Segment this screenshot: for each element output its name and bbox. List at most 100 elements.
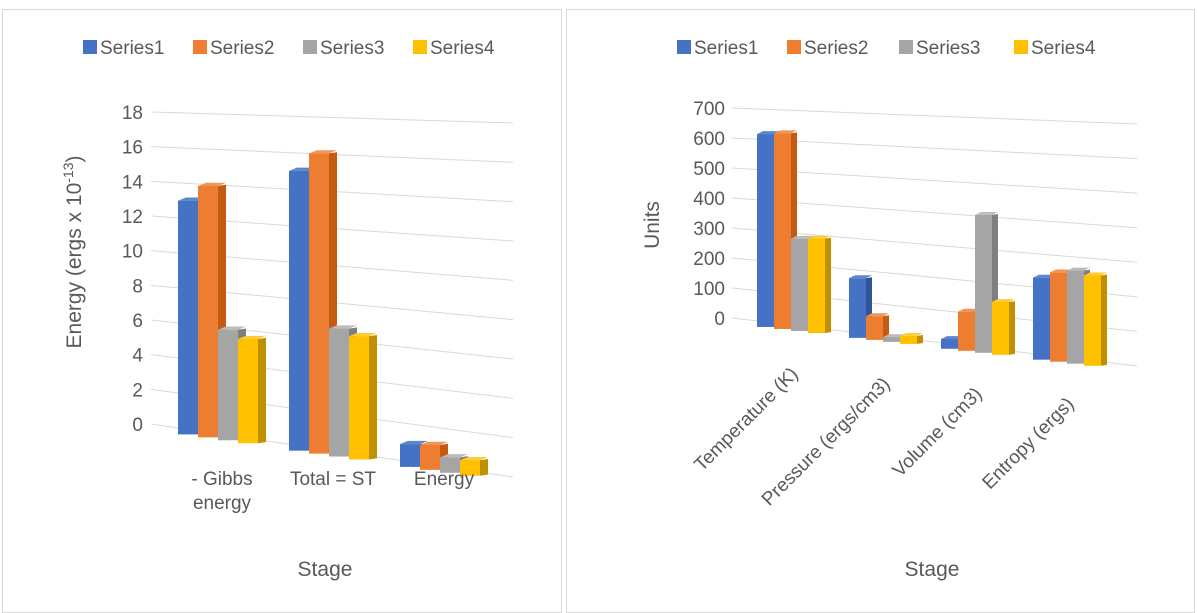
- bar-series4-cat1: [238, 339, 258, 444]
- legend-swatch-series4: [413, 40, 427, 54]
- bar-top: [440, 454, 468, 458]
- y-axis-title-superscript: -13: [60, 162, 76, 182]
- bar-top: [309, 150, 337, 154]
- legend-label-series2: Series2: [210, 38, 274, 59]
- bar-top: [198, 182, 226, 186]
- bar-side: [825, 237, 831, 334]
- y-tick-label: 600: [693, 129, 725, 150]
- bar-top: [349, 333, 377, 337]
- bar-series3-cat1: [218, 329, 238, 441]
- bar-series4-cat2: [900, 335, 917, 344]
- bar-top: [774, 130, 797, 134]
- category-label: energy: [193, 493, 252, 514]
- y-tick-label: 0: [714, 309, 725, 330]
- gridline: [150, 111, 514, 124]
- bar-top: [218, 326, 246, 330]
- category-label: Total = ST: [290, 469, 376, 490]
- bar-series2-cat3: [958, 311, 975, 351]
- bar-series2-cat1: [774, 133, 791, 329]
- bar-top: [400, 440, 428, 445]
- category-labels: - Gibbs energy Total = ST Energy: [191, 469, 474, 514]
- bar-top: [460, 456, 488, 461]
- y-axis-title: Units: [641, 201, 664, 249]
- legend-swatch-series1: [83, 40, 97, 54]
- gridline: [731, 137, 1138, 160]
- legend-swatch-series3: [303, 40, 317, 54]
- bars: [178, 150, 488, 476]
- y-tick-label: 700: [693, 99, 725, 120]
- bar-series3-cat2: [883, 337, 900, 342]
- y-axis-title: Energy (ergs x 10-13): [60, 156, 86, 349]
- gridline: [731, 107, 1138, 125]
- legend-swatch-series4: [1014, 40, 1028, 54]
- bar-side: [917, 335, 923, 344]
- y-tick-label: 8: [132, 276, 143, 297]
- bar-series2-cat1: [198, 185, 218, 438]
- y-tick-label: 16: [122, 138, 143, 159]
- bar-top: [975, 211, 998, 215]
- bar-series1-cat3: [400, 444, 420, 467]
- left-chart-panel: Series1 Series2 Series3 Series4 0 2 4 6 8 10 1…: [2, 9, 562, 613]
- bar-top: [992, 299, 1015, 302]
- category-label: Volume (cm3): [889, 384, 987, 482]
- legend-swatch-series2: [193, 40, 207, 54]
- legend-swatch-series3: [899, 40, 913, 54]
- bar-top: [1084, 272, 1107, 276]
- y-tick-label: 0: [132, 415, 143, 436]
- bar-side: [480, 458, 488, 476]
- legend-label-series1: Series1: [694, 38, 758, 59]
- category-label: Entropy (ergs): [979, 394, 1079, 494]
- bar-side: [369, 335, 377, 460]
- bar-series1-cat1: [757, 134, 774, 327]
- bar-side: [883, 315, 889, 340]
- bar-series3-cat3: [440, 457, 460, 473]
- y-axis-ticks: 0 100 200 300 400 500 600 700: [693, 99, 725, 330]
- bar-series3-cat3: [975, 214, 992, 353]
- legend-label-series1: Series1: [100, 38, 164, 59]
- y-tick-label: 300: [693, 219, 725, 240]
- bar-series1-cat2: [289, 170, 309, 451]
- bar-top: [849, 275, 872, 279]
- bar-series2-cat3: [420, 444, 440, 470]
- category-label: - Gibbs: [191, 469, 252, 490]
- y-tick-label: 200: [693, 249, 725, 270]
- bar-series4-cat4: [1084, 275, 1101, 366]
- y-tick-label: 100: [693, 279, 725, 300]
- bar-series2-cat2: [309, 153, 329, 454]
- legend-swatch-series2: [787, 40, 801, 54]
- bar-side: [1009, 301, 1015, 355]
- bar-series2-cat4: [1050, 272, 1067, 362]
- bar-side: [1101, 274, 1107, 366]
- legend: Series1 Series2 Series3 Series4: [83, 38, 495, 59]
- bar-series4-cat1: [808, 238, 825, 334]
- bar-series3-cat2: [329, 328, 349, 457]
- category-label: Energy: [414, 469, 475, 490]
- gridline: [731, 227, 1138, 263]
- y-tick-label: 14: [122, 172, 144, 193]
- x-axis-title: Stage: [905, 558, 960, 581]
- bar-top: [238, 335, 266, 340]
- y-axis-title-end: ): [63, 156, 86, 163]
- gridline: [731, 167, 1138, 194]
- legend: Series1 Series2 Series3 Series4: [677, 38, 1096, 59]
- y-tick-label: 10: [122, 242, 143, 263]
- legend-label-series4: Series4: [1031, 38, 1096, 59]
- bars: [757, 130, 1107, 366]
- bar-series4-cat3: [460, 460, 480, 476]
- legend-label-series4: Series4: [430, 38, 495, 59]
- right-chart-panel: Series1 Series2 Series3 Series4 0 100 200 3…: [566, 9, 1195, 613]
- x-axis-title: Stage: [298, 558, 353, 581]
- bar-series4-cat3: [992, 301, 1009, 355]
- category-label: Temperature (K): [691, 364, 803, 476]
- y-tick-label: 2: [132, 380, 143, 401]
- legend-swatch-series1: [677, 40, 691, 54]
- bar-top: [808, 235, 831, 239]
- bar-series1-cat4: [1033, 277, 1050, 360]
- y-tick-label: 500: [693, 159, 725, 180]
- bar-series2-cat2: [866, 316, 883, 340]
- bar-side: [258, 337, 266, 444]
- y-tick-label: 6: [132, 311, 143, 332]
- bar-series1-cat1: [178, 200, 198, 435]
- bar-top: [900, 333, 923, 336]
- y-axis-ticks: 0 2 4 6 8 10 12 14 16 18: [122, 103, 144, 436]
